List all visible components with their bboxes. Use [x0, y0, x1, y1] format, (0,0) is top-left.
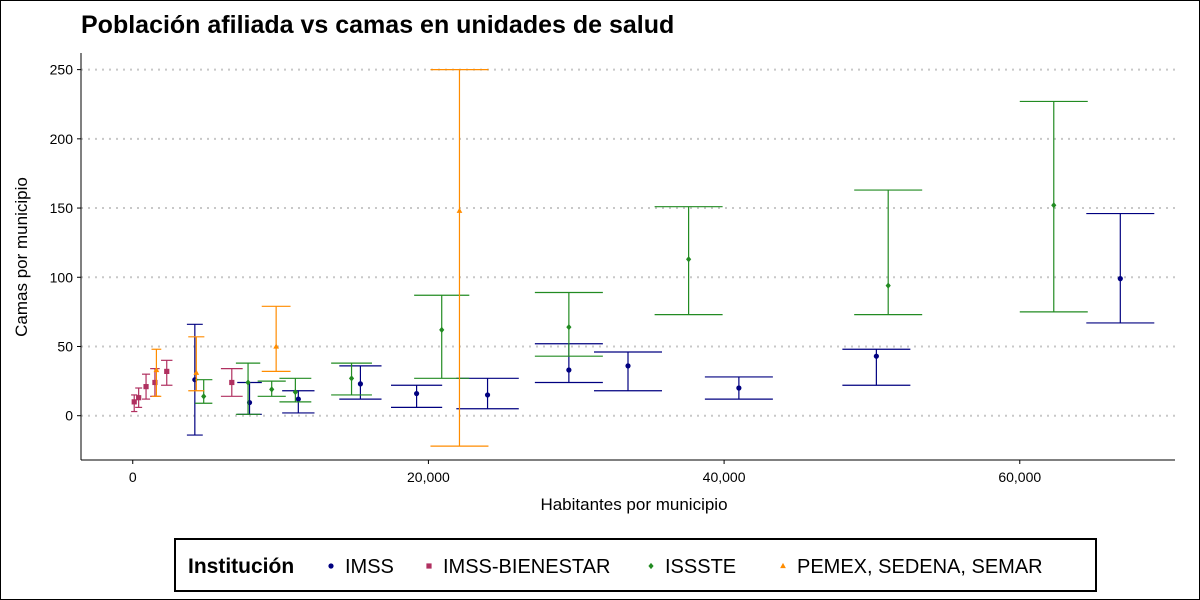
- legend-label: IMSS: [345, 556, 394, 578]
- data-point: [295, 396, 301, 402]
- data-point: [193, 369, 200, 375]
- y-axis-ticks: 0 50 100 150 200 250: [50, 62, 81, 424]
- series-pemex-sedena-semar: [151, 69, 489, 447]
- legend-items: IMSS IMSS-BIENESTAR ISSSTE PEMEX, SEDENA, S…: [328, 556, 1043, 578]
- data-point: [885, 282, 891, 289]
- data-point: [201, 393, 207, 400]
- data-point: [1051, 202, 1057, 209]
- series-imss: [186, 212, 1155, 436]
- y-tick-label: 0: [65, 408, 73, 424]
- data-point: [413, 390, 420, 397]
- data-point: [357, 381, 364, 387]
- data-point: [164, 368, 170, 375]
- y-tick-label: 150: [50, 200, 74, 216]
- data-point: [686, 256, 692, 263]
- x-tick-label: 40,000: [703, 469, 746, 485]
- legend: Institución IMSS IMSS-BIENESTAR ISSSTE PEME…: [174, 538, 1097, 592]
- x-tick-label: 60,000: [998, 469, 1041, 485]
- data-point: [736, 385, 742, 391]
- legend-box: [174, 538, 1097, 592]
- y-tick-label: 250: [50, 62, 74, 78]
- legend-label: ISSSTE: [665, 556, 736, 578]
- series-imss-bienestar: [131, 359, 243, 413]
- chart-title: Población afiliada vs camas en unidades …: [81, 11, 674, 39]
- data-point: [566, 367, 572, 373]
- legend-key: [328, 563, 334, 569]
- y-tick-label: 200: [50, 131, 74, 147]
- legend-label: PEMEX, SEDENA, SEMAR: [797, 556, 1043, 578]
- data-point: [1117, 276, 1123, 282]
- data-point: [566, 323, 572, 331]
- data-point: [136, 395, 142, 401]
- gridlines: [81, 68, 1175, 417]
- y-tick-label: 50: [57, 338, 73, 354]
- legend-label: IMSS-BIENESTAR: [443, 556, 610, 578]
- data-point: [873, 353, 879, 359]
- data-point: [273, 343, 280, 349]
- x-tick-label: 20,000: [407, 469, 450, 485]
- y-axis-title: Camas por municipio: [12, 177, 31, 337]
- data-point: [484, 392, 491, 398]
- data-point: [292, 389, 298, 396]
- data-point: [269, 386, 275, 393]
- series-issste: [195, 100, 1088, 415]
- legend-title: Institución: [188, 555, 294, 578]
- data-point: [143, 384, 149, 390]
- legend-key: [426, 563, 432, 569]
- data-point: [456, 207, 463, 213]
- legend-key: [648, 562, 654, 570]
- data-point: [625, 363, 631, 369]
- x-axis-ticks: 0 20,000 40,000 60,000: [129, 460, 1041, 485]
- data-point: [152, 379, 158, 386]
- data-point: [153, 366, 160, 373]
- data-point: [131, 399, 137, 405]
- legend-key: [780, 562, 786, 569]
- data-point: [439, 326, 445, 333]
- y-tick-label: 100: [50, 269, 74, 285]
- data-marks: [131, 69, 1155, 447]
- x-tick-label: 0: [129, 469, 137, 485]
- data-point: [229, 379, 235, 386]
- data-point: [348, 375, 355, 382]
- x-axis-title: Habitantes por municipio: [540, 495, 727, 514]
- data-point: [245, 379, 251, 386]
